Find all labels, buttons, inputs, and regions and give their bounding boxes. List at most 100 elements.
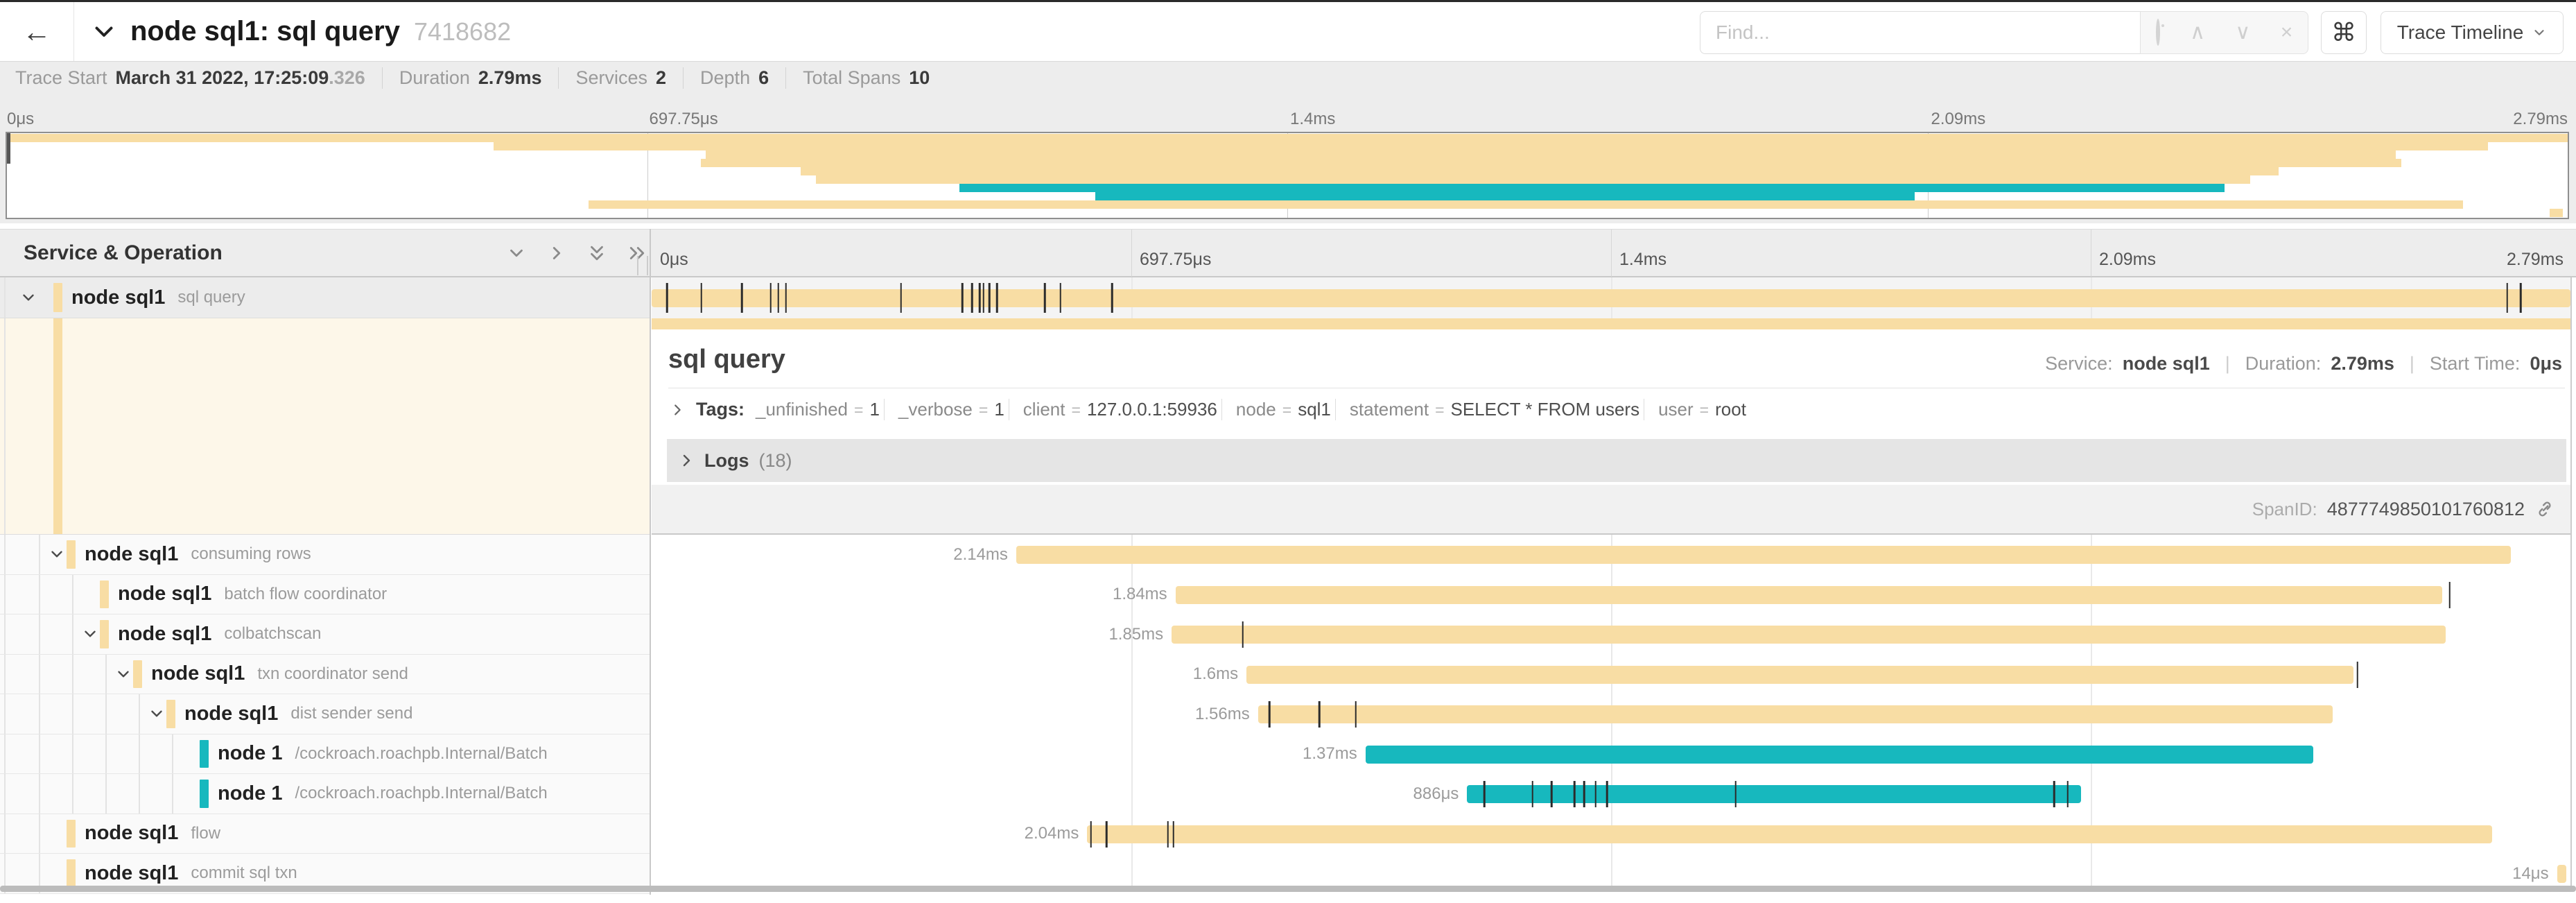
span-accent-bar bbox=[133, 660, 142, 688]
span-tree-row[interactable]: node 1/cockroach.roachpb.Internal/Batch bbox=[0, 734, 650, 774]
span-operation-name: txn coordinator send bbox=[257, 664, 408, 683]
panel-divider[interactable] bbox=[650, 229, 651, 895]
span-bar[interactable] bbox=[1087, 825, 2492, 843]
minimap-span-bar bbox=[1095, 192, 1915, 200]
span-tree-row[interactable]: node sql1 sql query bbox=[0, 277, 650, 318]
span-tree-row[interactable]: node 1/cockroach.roachpb.Internal/Batch bbox=[0, 774, 650, 814]
span-bar-row[interactable] bbox=[652, 277, 2570, 318]
span-service-name[interactable]: node 1 bbox=[218, 782, 283, 805]
span-bar-row[interactable]: 14μs bbox=[652, 854, 2570, 894]
minimap-span-bar bbox=[816, 175, 2250, 184]
span-detail-meta: Service: node sql1 | Duration: 2.79ms | … bbox=[2045, 353, 2562, 375]
minimap-axis-tick: 2.09ms bbox=[1931, 110, 1986, 128]
span-bar-row[interactable]: 2.14ms bbox=[652, 535, 2570, 575]
span-service-name[interactable]: node sql1 bbox=[85, 542, 179, 565]
log-tick bbox=[1734, 781, 1737, 807]
log-tick bbox=[1269, 701, 1271, 728]
logs-row[interactable]: Logs (18) bbox=[667, 439, 2566, 482]
expand-all-icon[interactable] bbox=[627, 243, 647, 264]
service-value: node sql1 bbox=[2122, 353, 2210, 374]
minimap-span-bar bbox=[588, 200, 2463, 209]
expander-chevron-icon[interactable] bbox=[114, 665, 132, 683]
span-bar-row[interactable]: 1.6ms bbox=[652, 655, 2570, 695]
indent-guide bbox=[39, 734, 40, 773]
locate-icon[interactable] bbox=[2155, 19, 2160, 46]
span-bar-row[interactable]: 2.04ms bbox=[652, 814, 2570, 854]
span-bar[interactable] bbox=[1016, 546, 2512, 564]
span-bar[interactable] bbox=[1175, 585, 2442, 604]
span-bar-row[interactable]: 1.84ms bbox=[652, 575, 2570, 615]
expander-chevron-icon[interactable] bbox=[19, 289, 37, 307]
span-service-name[interactable]: node 1 bbox=[218, 742, 283, 765]
span-service-name[interactable]: node sql1 bbox=[118, 622, 212, 645]
link-icon[interactable] bbox=[2534, 499, 2555, 519]
span-tree-row[interactable]: node sql1 colbatchscan bbox=[0, 614, 650, 655]
timeline-axis-tick: 2.79ms bbox=[2507, 250, 2564, 269]
span-tree-row[interactable]: node sql1 consuming rows bbox=[0, 535, 650, 575]
span-bar-row[interactable]: 1.85ms bbox=[652, 614, 2570, 655]
log-tick bbox=[1574, 781, 1576, 807]
span-service-name[interactable]: node sql1 bbox=[71, 286, 166, 309]
span-duration-label: 886μs bbox=[1413, 784, 1459, 803]
span-bar[interactable] bbox=[1172, 626, 2446, 644]
indent-guide bbox=[4, 654, 6, 694]
span-service-name[interactable]: node sql1 bbox=[85, 861, 179, 884]
log-tick bbox=[961, 283, 964, 313]
log-tick bbox=[1606, 781, 1608, 807]
span-service-name[interactable]: node sql1 bbox=[151, 662, 245, 685]
span-tree-row[interactable]: node sql1 flow bbox=[0, 814, 650, 854]
log-tick bbox=[971, 283, 973, 313]
log-tick bbox=[1111, 283, 1113, 313]
next-match-icon[interactable]: ∨ bbox=[2235, 21, 2251, 44]
log-tick bbox=[1583, 781, 1585, 807]
span-bar[interactable] bbox=[1365, 745, 2314, 764]
column-resize-handle[interactable] bbox=[637, 256, 648, 275]
indent-guide bbox=[105, 654, 107, 694]
find-input[interactable] bbox=[1700, 11, 2140, 54]
expander-chevron-icon[interactable] bbox=[48, 545, 66, 563]
title-collapse-chevron-icon[interactable] bbox=[92, 19, 116, 47]
span-tree-row[interactable]: node sql1 batch flow coordinator bbox=[0, 574, 650, 614]
span-accent-bar bbox=[53, 318, 62, 534]
span-service-name[interactable]: node sql1 bbox=[184, 702, 279, 725]
collapse-all-icon[interactable] bbox=[586, 243, 607, 264]
tags-row[interactable]: Tags: _unfinished = 1 _verbose = 1 client = 127.… bbox=[670, 399, 1746, 420]
span-accent-bar bbox=[200, 780, 209, 808]
span-bar-row[interactable]: 886μs bbox=[652, 774, 2570, 814]
expander-chevron-icon[interactable] bbox=[81, 625, 99, 643]
span-bar-row[interactable]: 1.56ms bbox=[652, 694, 2570, 734]
tag-item: _verbose = 1 bbox=[883, 399, 1004, 420]
trace-meta-item: Duration 2.79ms bbox=[381, 67, 559, 89]
back-button[interactable]: ← bbox=[0, 2, 74, 61]
span-bar[interactable] bbox=[1257, 705, 2333, 723]
minimap-canvas[interactable] bbox=[6, 132, 2569, 219]
span-tree-row[interactable]: node sql1 txn coordinator send bbox=[0, 654, 650, 694]
keyboard-shortcuts-button[interactable]: ⌘ bbox=[2321, 11, 2367, 54]
horizontal-scrollbar[interactable] bbox=[0, 886, 2576, 892]
span-operation-name: batch flow coordinator bbox=[224, 584, 388, 603]
chevron-down-icon bbox=[2534, 30, 2544, 35]
log-tick bbox=[665, 283, 668, 313]
span-tree-panel: node sql1 sql query node sql1 consuming row… bbox=[0, 277, 650, 895]
span-bar[interactable] bbox=[652, 289, 2570, 307]
indent-guide bbox=[105, 774, 107, 814]
prev-match-icon[interactable]: ∧ bbox=[2190, 21, 2206, 44]
expand-one-icon[interactable] bbox=[546, 243, 567, 264]
view-mode-dropdown[interactable]: Trace Timeline bbox=[2381, 11, 2564, 54]
span-tree-row[interactable]: node sql1 dist sender send bbox=[0, 694, 650, 734]
span-bar-row[interactable]: 1.37ms bbox=[652, 734, 2570, 775]
span-service-name[interactable]: node sql1 bbox=[85, 822, 179, 845]
minimap-row bbox=[7, 175, 2568, 184]
span-service-name[interactable]: node sql1 bbox=[118, 583, 212, 605]
span-bar[interactable] bbox=[1246, 665, 2354, 684]
trace-meta-item: Trace Start March 31 2022, 17:25:09.326 bbox=[15, 67, 365, 88]
collapse-one-icon[interactable] bbox=[506, 243, 527, 264]
span-bar[interactable] bbox=[1467, 785, 2082, 803]
clear-search-icon[interactable]: × bbox=[2280, 21, 2293, 44]
span-bar[interactable] bbox=[2557, 865, 2567, 883]
axis-gridline bbox=[1611, 230, 1612, 277]
minimap-span-bar bbox=[2550, 209, 2563, 217]
minimap-scrub-handle[interactable] bbox=[7, 133, 10, 164]
expander-chevron-icon[interactable] bbox=[148, 705, 166, 723]
